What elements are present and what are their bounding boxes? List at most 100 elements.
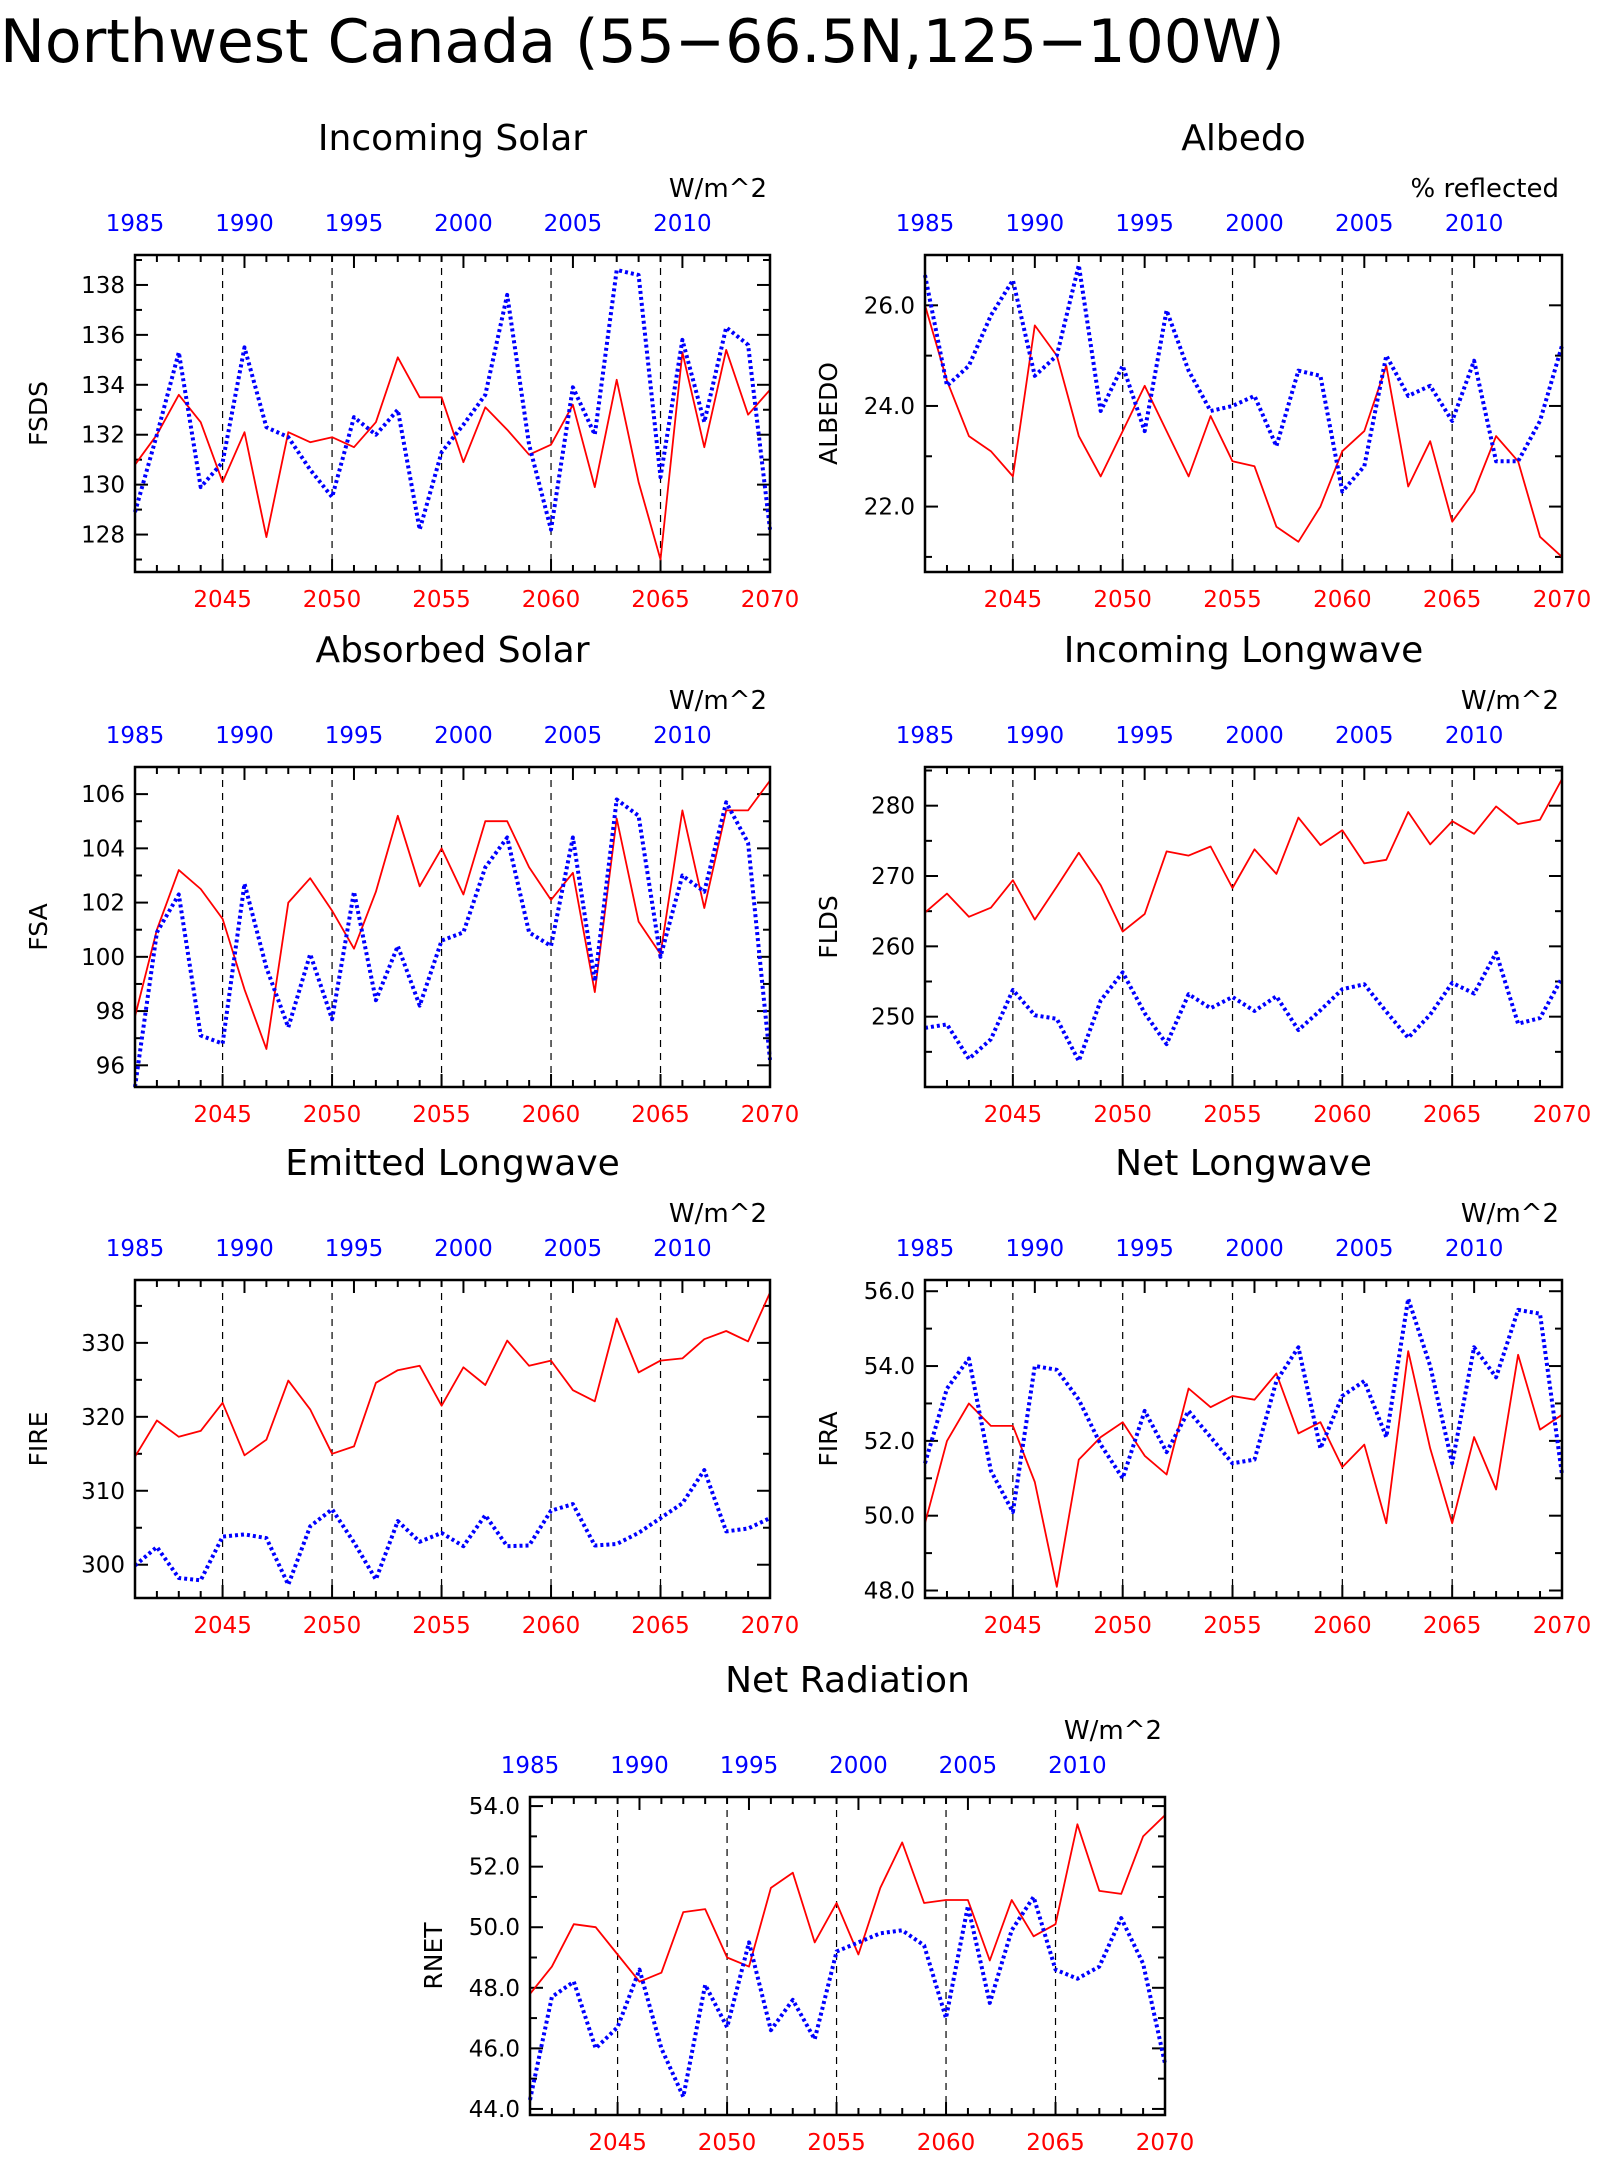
y-tick-label: 102 [81, 891, 125, 917]
y-tick-label: 134 [81, 373, 125, 399]
y-tick-label: 46.0 [469, 2036, 520, 2062]
x-tick-label-top: 1995 [720, 1753, 779, 1779]
panel-fira: Net Longwave W/m^2 FIRA 2045 2050 2055 2060 206… [814, 1143, 1591, 1639]
x-tick-label: 2055 [412, 1613, 471, 1639]
y-axis-label: RNET [419, 1922, 448, 1990]
y-axis-label: FSDS [24, 381, 53, 446]
x-tick-label: 2065 [1423, 587, 1482, 613]
x-tick-label: 2045 [984, 1613, 1043, 1639]
panel-title: Net Longwave [1115, 1143, 1372, 1184]
x-tick-label-top: 2000 [434, 1236, 493, 1262]
x-tick-label-top: 2000 [1225, 211, 1284, 237]
panel-title: Emitted Longwave [285, 1143, 620, 1184]
x-tick-label: 2055 [1203, 1102, 1262, 1128]
units-label: W/m^2 [669, 686, 767, 716]
plot-frame [923, 253, 1564, 574]
units-label: W/m^2 [1461, 686, 1559, 716]
x-tick-label: 2065 [1423, 1102, 1482, 1128]
x-tick-label: 2065 [631, 1102, 690, 1128]
x-tick-label: 2060 [522, 1613, 581, 1639]
x-tick-label-top: 2000 [1225, 723, 1284, 749]
x-tick-label-top: 1990 [215, 1236, 274, 1262]
x-tick-label-top: 1990 [1006, 1236, 1065, 1262]
series-line-red [529, 1814, 1166, 1995]
panel-title: Incoming Longwave [1064, 630, 1424, 671]
panels: Incoming Solar W/m^2 FSDS 2045 2050 2055 2060 2… [24, 118, 1591, 2156]
x-tick-label-top: 2000 [829, 1753, 888, 1779]
x-tick-label: 2065 [631, 1613, 690, 1639]
x-tick-label-top: 2010 [653, 723, 712, 749]
panel-title: Albedo [1181, 118, 1306, 159]
x-tick-label-top: 1985 [896, 1236, 955, 1262]
y-tick-label: 250 [871, 1005, 915, 1031]
plot-frame [133, 253, 772, 574]
x-tick-label-top: 2005 [1335, 211, 1394, 237]
panel-fsds: Incoming Solar W/m^2 FSDS 2045 2050 2055 2060 2… [24, 118, 799, 613]
y-tick-label: 100 [81, 945, 125, 971]
x-tick-label-top: 2000 [434, 211, 493, 237]
y-tick-label: 98 [96, 999, 125, 1025]
x-tick-label-top: 2005 [544, 723, 603, 749]
panel-title: Net Radiation [725, 1660, 970, 1701]
x-tick-label-top: 1985 [106, 723, 165, 749]
x-tick-label: 2070 [741, 1102, 800, 1128]
x-tick-label-top: 1995 [325, 723, 384, 749]
x-tick-label: 2060 [1313, 1613, 1372, 1639]
x-tick-label-top: 1990 [215, 211, 274, 237]
y-tick-label: 52.0 [864, 1429, 915, 1455]
x-tick-label-top: 2010 [653, 211, 712, 237]
units-label: % reflected [1411, 174, 1559, 204]
x-tick-label-top: 1990 [610, 1753, 669, 1779]
x-tick-label-top: 1990 [1006, 723, 1065, 749]
y-tick-label: 50.0 [864, 1504, 915, 1530]
x-tick-label-top: 1985 [501, 1753, 560, 1779]
x-tick-label: 2050 [303, 1613, 362, 1639]
plot-frame [133, 1278, 772, 1600]
x-tick-label: 2050 [1093, 587, 1152, 613]
x-tick-label-top: 1985 [106, 1236, 165, 1262]
x-tick-label-top: 2005 [1335, 1236, 1394, 1262]
y-axis-label: ALBEDO [814, 362, 843, 465]
panel-rnet: Net Radiation W/m^2 RNET 2045 2050 2055 2060 20… [419, 1660, 1194, 2156]
y-tick-label: 128 [81, 523, 125, 549]
x-tick-label-top: 2010 [1048, 1753, 1107, 1779]
x-tick-label: 2050 [1093, 1102, 1152, 1128]
x-tick-label-top: 2005 [939, 1753, 998, 1779]
y-tick-label: 52.0 [469, 1855, 520, 1881]
y-tick-label: 56.0 [864, 1279, 915, 1305]
x-tick-label: 2060 [522, 1102, 581, 1128]
y-tick-label: 50.0 [469, 1915, 520, 1941]
x-tick-label: 2070 [741, 1613, 800, 1639]
panel-fsa: Absorbed Solar W/m^2 FSA 2045 2050 2055 2060 20… [24, 630, 799, 1128]
panel-flds: Incoming Longwave W/m^2 FLDS 2045 2050 2055 20… [814, 630, 1591, 1128]
y-axis-label: FIRA [814, 1411, 843, 1466]
x-tick-label-top: 2010 [1445, 1236, 1504, 1262]
y-tick-label: 130 [81, 473, 125, 499]
y-tick-label: 24.0 [864, 394, 915, 420]
y-tick-label: 104 [81, 836, 125, 862]
x-tick-label: 2045 [588, 2130, 647, 2156]
x-tick-label: 2045 [193, 1613, 252, 1639]
x-tick-label-top: 1985 [106, 211, 165, 237]
y-tick-label: 44.0 [469, 2097, 520, 2123]
plot-frame [133, 765, 772, 1089]
x-tick-label-top: 2005 [544, 1236, 603, 1262]
x-tick-label-top: 1985 [896, 723, 955, 749]
x-tick-label-top: 2005 [1335, 723, 1394, 749]
x-tick-label: 2045 [193, 1102, 252, 1128]
x-tick-label-top: 1995 [1115, 211, 1174, 237]
y-tick-label: 310 [81, 1479, 125, 1505]
x-tick-label: 2070 [1533, 1613, 1592, 1639]
y-tick-label: 330 [81, 1331, 125, 1357]
x-tick-label: 2050 [698, 2130, 757, 2156]
y-tick-label: 320 [81, 1405, 125, 1431]
series-line-blue [133, 268, 772, 532]
series-line-blue [133, 1468, 771, 1587]
y-tick-label: 136 [81, 323, 125, 349]
x-tick-label-top: 1995 [325, 1236, 384, 1262]
y-tick-label: 48.0 [864, 1579, 915, 1605]
x-tick-label-top: 2010 [1445, 211, 1504, 237]
series-line-red [924, 305, 1563, 558]
units-label: W/m^2 [1461, 1199, 1559, 1229]
